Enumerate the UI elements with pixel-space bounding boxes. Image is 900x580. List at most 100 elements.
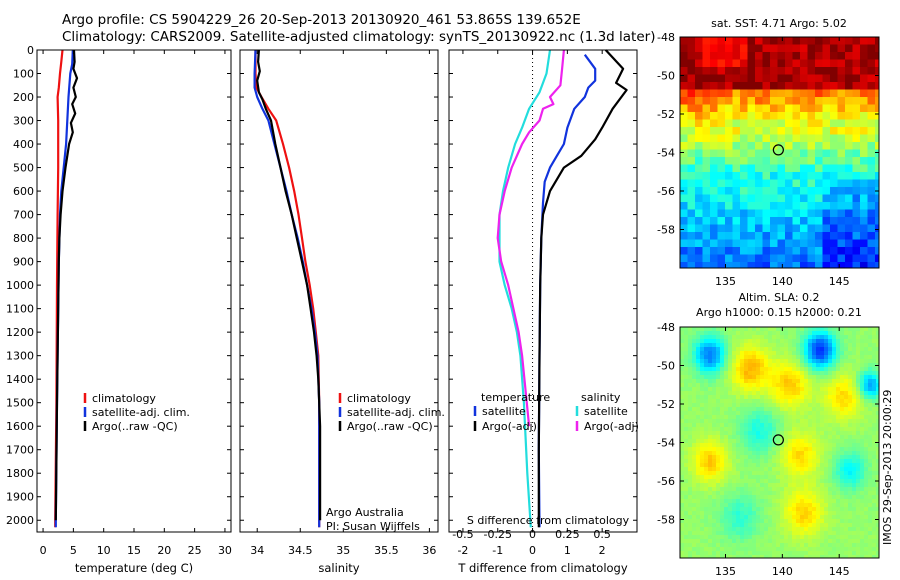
map-cell xyxy=(836,507,841,512)
map-cell xyxy=(756,359,761,364)
map-cell xyxy=(812,355,817,360)
map-cell xyxy=(848,439,853,444)
map-cell xyxy=(860,427,865,432)
map-cell xyxy=(768,435,773,440)
map-cell xyxy=(768,387,773,392)
map-cell xyxy=(868,339,873,344)
map-cell xyxy=(816,383,821,388)
map-cell xyxy=(860,499,865,504)
map-cell xyxy=(824,515,829,520)
map-cell xyxy=(760,479,765,484)
map-cell xyxy=(752,499,757,504)
map-cell xyxy=(852,543,857,548)
map-cell xyxy=(864,407,869,412)
map-cell xyxy=(864,403,869,408)
map-cell xyxy=(864,327,869,332)
map-cell xyxy=(688,399,693,404)
map-cell xyxy=(747,164,756,173)
map-cell xyxy=(792,467,797,472)
map-cell xyxy=(856,535,861,540)
map-cell xyxy=(856,355,861,360)
map-cell xyxy=(724,343,729,348)
map-cell xyxy=(770,119,779,128)
map-cell xyxy=(800,495,805,500)
map-cell xyxy=(692,511,697,516)
map-cell xyxy=(700,463,705,468)
map-cell xyxy=(812,555,817,558)
map-cell xyxy=(772,451,777,456)
map-cell xyxy=(732,52,741,61)
map-cell xyxy=(875,112,879,121)
map-cell xyxy=(716,555,721,558)
map-cell xyxy=(796,491,801,496)
map-cell xyxy=(680,531,685,536)
map-cell xyxy=(796,539,801,544)
map-cell xyxy=(808,351,813,356)
map-cell xyxy=(692,371,697,376)
legend-label: climatology xyxy=(92,392,156,405)
map-cell xyxy=(860,97,869,106)
map-cell xyxy=(824,375,829,380)
map-cell xyxy=(840,327,845,332)
map-cell xyxy=(764,335,769,340)
map-cell xyxy=(724,523,729,528)
map-cell xyxy=(724,371,729,376)
map-cell xyxy=(777,89,786,98)
map-cell xyxy=(820,451,825,456)
map-cell xyxy=(764,443,769,448)
map-cell xyxy=(744,383,749,388)
map-cell xyxy=(816,523,821,528)
map-cell xyxy=(696,547,701,552)
map-cell xyxy=(712,335,717,340)
map-cell xyxy=(744,543,749,548)
map-cell xyxy=(780,355,785,360)
map-cell xyxy=(816,447,821,452)
map-cell xyxy=(852,82,861,91)
map-cell xyxy=(692,423,697,428)
map-cell xyxy=(848,443,853,448)
map-cell xyxy=(840,451,845,456)
map-cell xyxy=(784,483,789,488)
map-cell xyxy=(844,415,849,420)
map-cell xyxy=(800,427,805,432)
map-cell xyxy=(804,379,809,384)
map-cell xyxy=(812,443,817,448)
map-cell xyxy=(756,351,761,356)
map-cell xyxy=(860,519,865,524)
map-cell xyxy=(796,527,801,532)
map-cell xyxy=(772,463,777,468)
map-cell xyxy=(807,179,816,188)
map-cell xyxy=(770,112,779,121)
map-cell xyxy=(830,179,839,188)
map-cell xyxy=(840,379,845,384)
map-cell xyxy=(716,503,721,508)
map-cell xyxy=(756,403,761,408)
map-cell xyxy=(764,495,769,500)
map-cell xyxy=(788,511,793,516)
map-cell xyxy=(748,555,753,558)
map-cell xyxy=(864,339,869,344)
map-cell xyxy=(696,483,701,488)
map-cell xyxy=(840,459,845,464)
map-cell xyxy=(724,519,729,524)
map-cell xyxy=(822,239,831,248)
map-cell xyxy=(788,419,793,424)
map-cell xyxy=(796,543,801,548)
map-cell xyxy=(768,515,773,520)
map-cell xyxy=(748,523,753,528)
map-cell xyxy=(712,339,717,344)
map-cell xyxy=(780,367,785,372)
map-cell xyxy=(822,97,831,106)
map-cell xyxy=(796,407,801,412)
map-cell xyxy=(832,507,837,512)
map-cell xyxy=(872,407,877,412)
map-cell xyxy=(700,347,705,352)
map-cell xyxy=(752,407,757,412)
map-cell xyxy=(812,343,817,348)
map-cell xyxy=(808,343,813,348)
map-cell xyxy=(712,431,717,436)
map-cell xyxy=(762,119,771,128)
map-cell xyxy=(860,142,869,151)
map-cell xyxy=(868,483,873,488)
map-cell xyxy=(832,363,837,368)
